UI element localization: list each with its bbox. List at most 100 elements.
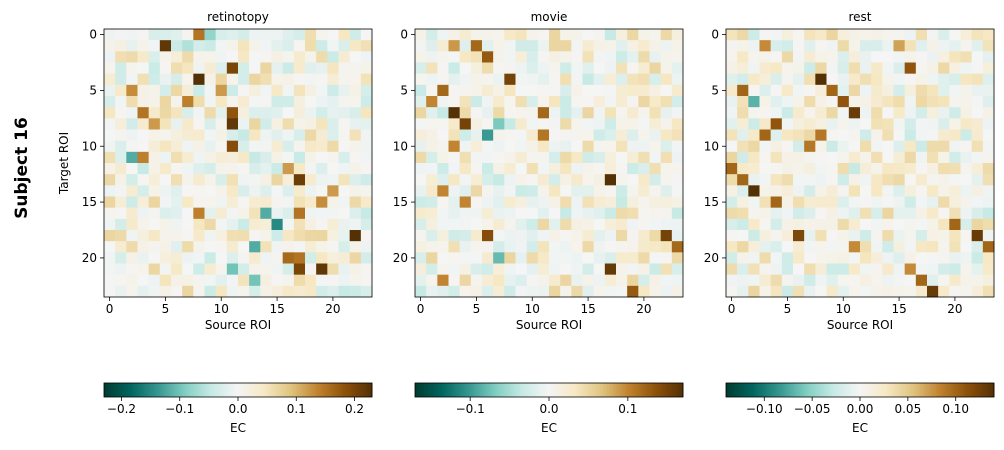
heatmap-cell bbox=[793, 163, 805, 175]
heatmap-cell bbox=[793, 263, 805, 275]
heatmap-cell bbox=[226, 40, 239, 52]
colorbar-segment bbox=[909, 383, 912, 397]
heatmap-cell bbox=[316, 73, 328, 86]
heatmap-cell bbox=[882, 218, 894, 231]
heatmap-cell bbox=[459, 96, 472, 108]
heatmap-cell bbox=[660, 163, 673, 175]
heatmap-cell bbox=[226, 218, 239, 231]
heatmap-cell bbox=[560, 129, 572, 141]
heatmap-cell bbox=[848, 263, 861, 275]
heatmap-cell bbox=[159, 252, 172, 264]
colorbar-tick-label: −0.2 bbox=[107, 402, 136, 416]
colorbar-segment bbox=[839, 383, 843, 397]
heatmap-cell bbox=[470, 129, 483, 141]
colorbar-segment bbox=[555, 383, 559, 397]
heatmap-cell bbox=[737, 151, 749, 164]
heatmap-cell bbox=[459, 252, 472, 264]
heatmap-cell bbox=[649, 29, 661, 41]
heatmap-cell bbox=[627, 29, 639, 41]
heatmap-cell bbox=[560, 107, 572, 119]
colorbar-segment bbox=[882, 383, 885, 397]
colorbar-segment bbox=[976, 383, 979, 397]
y-tick-label: 0 bbox=[711, 28, 719, 42]
heatmap-cell bbox=[260, 107, 272, 119]
heatmap-cell bbox=[482, 218, 494, 231]
heatmap-cell bbox=[204, 196, 216, 208]
heatmap-cell bbox=[493, 129, 505, 141]
heatmap-cell bbox=[293, 29, 306, 41]
colorbar-segment bbox=[273, 383, 277, 397]
heatmap-cell bbox=[804, 62, 816, 74]
heatmap-cell bbox=[515, 207, 527, 220]
heatmap-cell bbox=[271, 263, 283, 275]
y-tick-label: 20 bbox=[393, 251, 408, 265]
heatmap-cell bbox=[327, 218, 339, 231]
colorbar-tick-label: −0.1 bbox=[456, 402, 485, 416]
heatmap-cell bbox=[338, 73, 350, 86]
heatmap-cell bbox=[271, 40, 283, 52]
heatmap-cell bbox=[148, 274, 161, 287]
colorbar-segment bbox=[671, 383, 675, 397]
heatmap-cell bbox=[193, 285, 205, 298]
colorbar-segment bbox=[188, 383, 192, 397]
heatmap-cell bbox=[459, 285, 472, 298]
heatmap-cell bbox=[504, 29, 516, 41]
heatmap-cell bbox=[549, 196, 561, 208]
colorbar: −0.1 0.0 0.1EC bbox=[414, 382, 684, 435]
colorbar: −0.2 −0.1 0.0 0.1 0.2EC bbox=[103, 382, 373, 435]
heatmap-cell bbox=[349, 118, 362, 130]
heatmap-cell bbox=[327, 118, 339, 130]
heatmap-cell bbox=[148, 218, 161, 231]
heatmap-cell bbox=[938, 263, 950, 275]
colorbar-segment bbox=[184, 383, 188, 397]
heatmap-cell bbox=[882, 40, 894, 52]
heatmap-cell bbox=[426, 163, 438, 175]
colorbar-segment bbox=[238, 383, 241, 397]
heatmap-cell bbox=[282, 230, 295, 242]
heatmap-cell bbox=[126, 263, 138, 275]
heatmap-cell bbox=[148, 140, 161, 153]
colorbar-label: EC bbox=[852, 421, 868, 435]
heatmap-cell bbox=[182, 84, 194, 97]
heatmap-cell bbox=[504, 274, 516, 287]
heatmap-cell bbox=[493, 196, 505, 208]
heatmap-cell bbox=[316, 51, 328, 63]
colorbar-tick-label: 0.0 bbox=[539, 402, 558, 416]
heatmap-cell bbox=[638, 151, 650, 164]
colorbar-tick-label: 0.10 bbox=[942, 402, 969, 416]
heatmap-cell bbox=[571, 84, 583, 97]
heatmap-cell bbox=[126, 118, 138, 130]
heatmap-cell bbox=[759, 174, 771, 186]
heatmap-cell bbox=[493, 118, 505, 130]
heatmap-cell bbox=[804, 84, 816, 97]
colorbar-segment bbox=[734, 383, 738, 397]
heatmap-cell bbox=[338, 140, 350, 153]
plot-frame bbox=[103, 28, 373, 298]
heatmap-cell bbox=[826, 40, 838, 52]
heatmap-cell bbox=[671, 29, 684, 41]
x-tick-label: 5 bbox=[162, 302, 170, 316]
colorbar-segment bbox=[369, 383, 373, 397]
colorbar-segment bbox=[173, 383, 176, 397]
heatmap-cell bbox=[482, 84, 494, 97]
heatmap-cell bbox=[815, 285, 827, 298]
heatmap-cell bbox=[293, 118, 306, 130]
heatmap-cell bbox=[238, 140, 250, 153]
colorbar-segment bbox=[200, 383, 203, 397]
heatmap-cell bbox=[171, 207, 183, 220]
heatmap-cell bbox=[860, 107, 872, 119]
colorbar-segment bbox=[112, 383, 116, 397]
heatmap-cell bbox=[638, 207, 650, 220]
heatmap-cell bbox=[860, 230, 872, 242]
heatmap-cell bbox=[282, 252, 295, 264]
heatmap-cell bbox=[493, 140, 505, 153]
heatmap-cell bbox=[759, 163, 771, 175]
heatmap-cell bbox=[260, 241, 272, 253]
heatmap-cell bbox=[616, 62, 628, 74]
heatmap-cell bbox=[904, 73, 917, 86]
heatmap-cell bbox=[293, 129, 306, 141]
heatmap-cell bbox=[137, 196, 149, 208]
heatmap-cell bbox=[448, 252, 460, 264]
heatmap-cell bbox=[915, 73, 928, 86]
heatmap-cell bbox=[582, 107, 594, 119]
